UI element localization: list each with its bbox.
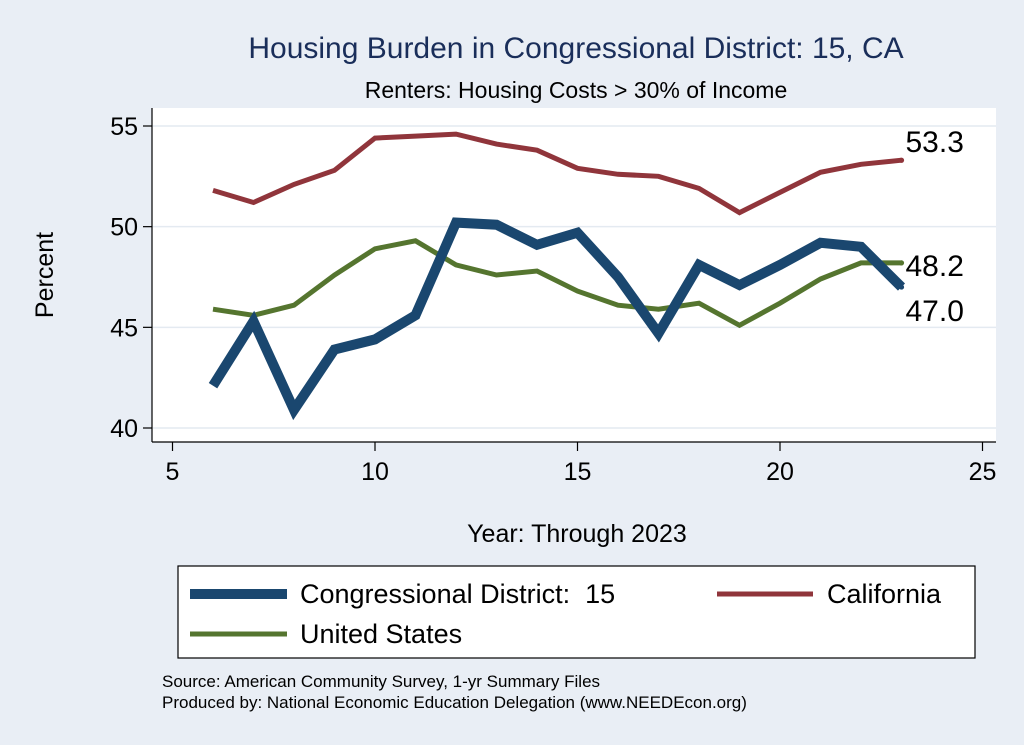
chart-title: Housing Burden in Congressional District… — [248, 32, 903, 65]
data-point-united-states — [898, 260, 905, 266]
x-tick-label: 10 — [361, 458, 389, 486]
legend-label-california: California — [827, 579, 942, 609]
end-label: 47.0 — [906, 295, 964, 328]
series-line-california — [212, 131, 902, 216]
plot-area — [152, 108, 996, 442]
gridlines — [152, 125, 996, 429]
data-point-california — [898, 157, 905, 163]
legend-label-district: Congressional District: 15 — [300, 579, 615, 609]
producer-note: Produced by: National Economic Education… — [162, 693, 747, 712]
y-tick-label: 55 — [110, 113, 138, 141]
end-label: 53.3 — [906, 126, 964, 159]
end-labels: 53.3 48.2 47.0 — [906, 126, 964, 328]
chart-subtitle: Renters: Housing Costs > 30% of Income — [365, 77, 788, 103]
x-axis-ticks: 5 10 15 20 25 — [166, 442, 997, 486]
x-axis-label: Year: Through 2023 — [467, 520, 687, 548]
x-tick-label: 20 — [766, 458, 794, 486]
series-line-united-states — [212, 238, 902, 329]
y-tick-label: 45 — [110, 314, 138, 342]
y-tick-label: 50 — [110, 214, 138, 242]
x-tick-label: 5 — [166, 458, 180, 486]
end-label: 48.2 — [906, 250, 964, 283]
source-note: Source: American Community Survey, 1-yr … — [162, 672, 600, 691]
y-axis-ticks: 40 45 50 55 — [110, 113, 152, 443]
x-tick-label: 15 — [564, 458, 592, 486]
legend-box — [177, 565, 976, 659]
x-tick-label: 25 — [969, 458, 997, 486]
data-point-congressional-district-15 — [898, 284, 905, 290]
series-layer — [208, 131, 906, 421]
legend-label-united-states: United States — [300, 619, 462, 649]
y-tick-label: 40 — [110, 415, 138, 443]
y-axis-label: Percent — [31, 232, 59, 318]
series-line-congressional-district-15 — [208, 217, 906, 421]
